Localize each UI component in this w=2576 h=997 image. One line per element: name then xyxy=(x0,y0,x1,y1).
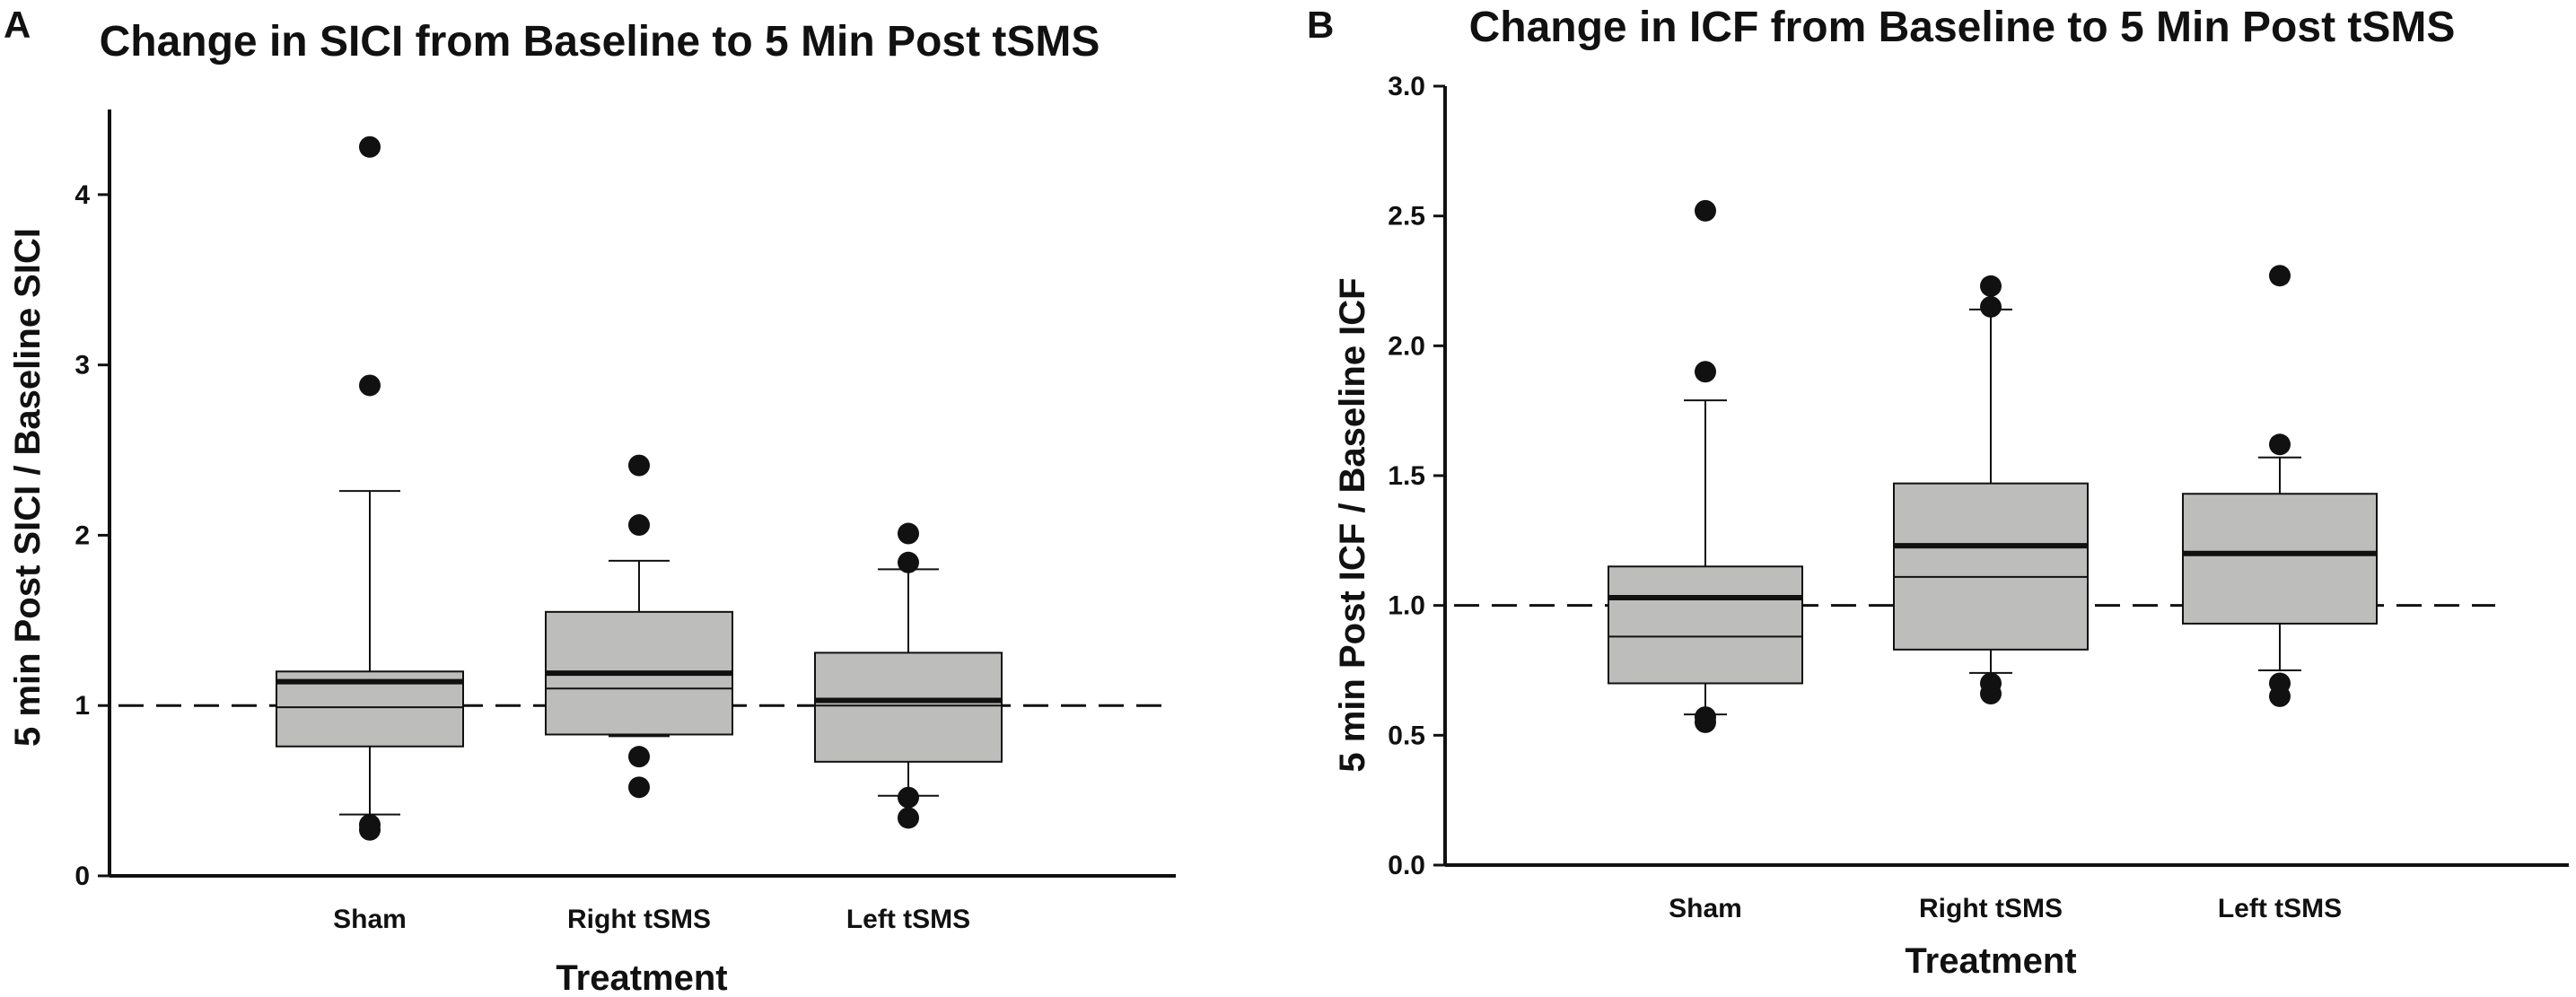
panel-a-boxes xyxy=(276,136,1003,841)
b-category-label: Sham xyxy=(1669,894,1742,923)
a-outlier-point xyxy=(898,522,919,545)
a-outlier-point xyxy=(359,374,381,397)
panel-b-y-ticks: 0.0 0.5 1.0 1.5 2.0 2.5 3.0 xyxy=(1388,72,1445,880)
b-category-label: Right tSMS xyxy=(1919,894,2063,923)
a-outlier-point xyxy=(628,514,650,537)
a-outlier-point xyxy=(359,136,381,158)
a-y-tick-label: 3 xyxy=(74,351,90,380)
a-outlier-point xyxy=(628,454,650,477)
a-y-tick-label: 1 xyxy=(74,691,90,721)
panel-b-categories: Sham Right tSMS Left tSMS xyxy=(1669,894,2342,923)
panel-a-y-axis-label: 5 min Post SICI / Baseline SICI xyxy=(8,228,48,747)
panel-a-categories: Sham Right tSMS Left tSMS xyxy=(333,905,970,934)
panel-a-letter: A xyxy=(4,4,31,46)
b-box-body xyxy=(1893,482,2089,651)
a-category-label: Sham xyxy=(333,905,407,934)
panel-a-y-ticks: 0 1 2 3 4 xyxy=(74,180,110,891)
panel-a: A Change in SICI from Baseline to 5 Min … xyxy=(4,4,1176,997)
b-y-tick-label: 1.5 xyxy=(1388,461,1425,491)
panel-b-x-axis-label: Treatment xyxy=(1905,941,2076,981)
panel-b-boxes xyxy=(1608,199,2378,733)
a-outlier-point xyxy=(628,776,650,799)
b-box-sham xyxy=(1608,199,1803,733)
panel-b-letter: B xyxy=(1307,4,1334,46)
a-category-label: Left tSMS xyxy=(846,905,970,934)
b-outlier-point xyxy=(1695,199,1716,222)
b-category-label: Left tSMS xyxy=(2218,894,2342,923)
a-box-body xyxy=(814,652,1003,763)
a-box-right-tsms xyxy=(545,454,733,799)
a-box-left-tsms xyxy=(814,522,1003,829)
a-y-tick-label: 2 xyxy=(74,520,90,550)
b-outlier-point xyxy=(1980,672,2002,695)
b-y-tick-label: 2.5 xyxy=(1388,202,1425,232)
b-y-tick-label: 3.0 xyxy=(1388,72,1425,101)
b-outlier-point xyxy=(2269,433,2291,456)
b-box-body xyxy=(2182,493,2378,625)
b-outlier-point xyxy=(2269,265,2291,287)
panel-a-title: Change in SICI from Baseline to 5 Min Po… xyxy=(100,18,1100,66)
b-y-tick-label: 1.0 xyxy=(1388,591,1425,621)
b-box-right-tsms xyxy=(1893,275,2089,705)
b-outlier-point xyxy=(1695,361,1716,383)
b-outlier-point xyxy=(2269,672,2291,695)
panel-b-title: Change in ICF from Baseline to 5 Min Pos… xyxy=(1469,4,2456,51)
panel-b-y-axis-label: 5 min Post ICF / Baseline ICF xyxy=(1333,277,1372,772)
b-outlier-point xyxy=(1980,295,2002,318)
panel-a-x-axis-label: Treatment xyxy=(556,958,727,997)
a-outlier-point xyxy=(359,818,381,841)
a-outlier-point xyxy=(898,551,919,573)
panel-b: B Change in ICF from Baseline to 5 Min P… xyxy=(1307,4,2569,981)
a-y-tick-label: 0 xyxy=(74,861,90,891)
a-outlier-point xyxy=(898,807,919,829)
b-outlier-point xyxy=(1695,706,1716,729)
b-y-tick-label: 0.5 xyxy=(1388,721,1425,750)
b-y-tick-label: 0.0 xyxy=(1388,851,1425,880)
b-outlier-point xyxy=(1980,275,2002,297)
a-outlier-point xyxy=(628,746,650,768)
b-box-body xyxy=(1608,565,1803,685)
b-box-left-tsms xyxy=(2182,265,2378,707)
a-y-tick-label: 4 xyxy=(74,180,90,210)
a-outlier-point xyxy=(898,786,919,809)
b-y-tick-label: 2.0 xyxy=(1388,331,1425,361)
a-box-sham xyxy=(276,136,464,841)
a-category-label: Right tSMS xyxy=(567,905,711,934)
